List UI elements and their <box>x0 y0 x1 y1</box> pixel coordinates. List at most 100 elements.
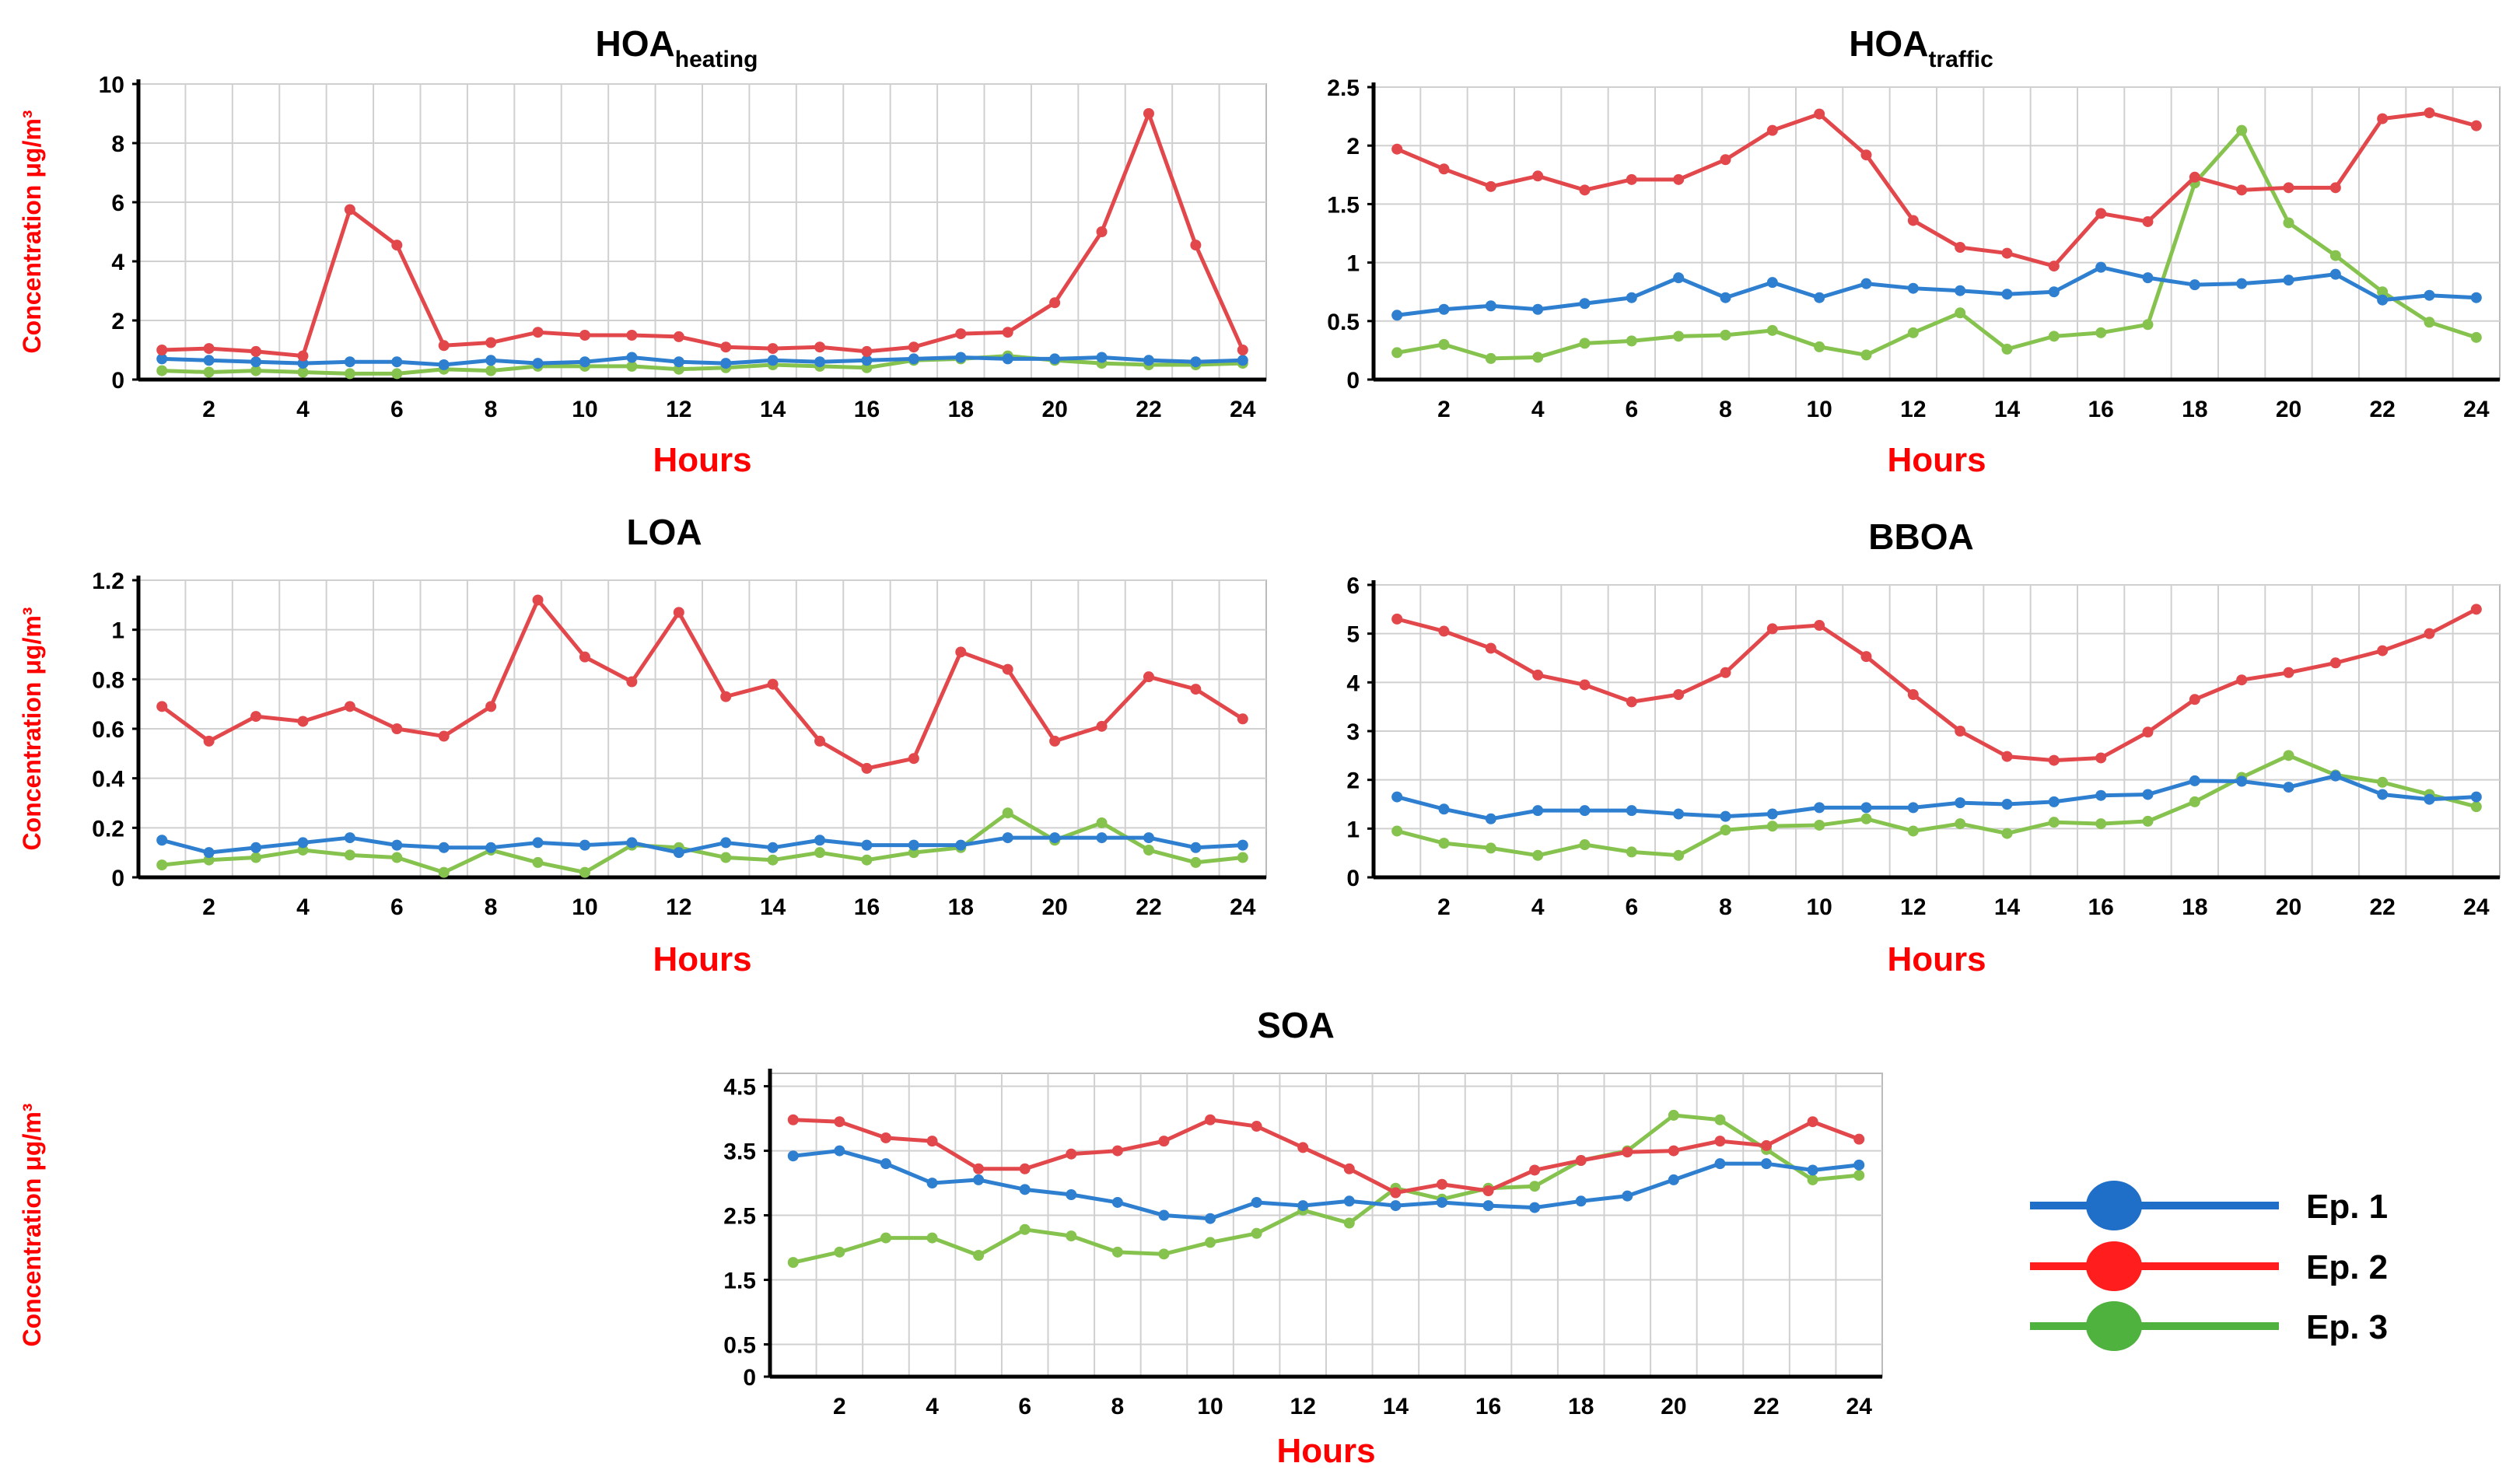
data-point <box>2048 796 2060 807</box>
data-point <box>1485 642 1496 654</box>
x-tick-label: 10 <box>1806 894 1832 920</box>
data-point <box>1066 1148 1077 1160</box>
data-point <box>2236 124 2248 136</box>
data-point <box>532 327 544 338</box>
data-point <box>1485 352 1496 364</box>
data-point <box>1579 839 1591 851</box>
data-point <box>908 753 919 765</box>
data-point <box>297 716 309 727</box>
data-point <box>2470 331 2482 343</box>
data-point <box>1391 347 1403 359</box>
data-point <box>1720 292 1731 303</box>
data-point <box>1143 832 1154 844</box>
data-point <box>1766 324 1778 336</box>
x-axis-label: Hours <box>653 940 751 978</box>
data-point <box>1626 292 1637 303</box>
data-point <box>834 1246 845 1258</box>
data-point <box>1907 215 1919 226</box>
data-point <box>2329 250 2341 261</box>
series-line <box>1396 607 2477 763</box>
data-point <box>250 365 262 376</box>
data-point <box>1860 651 1872 663</box>
series-ep2 <box>156 108 1248 362</box>
series-line <box>1396 110 2477 268</box>
x-tick-label: 2 <box>833 1394 846 1419</box>
data-point <box>1626 846 1637 858</box>
data-point <box>1205 1213 1216 1224</box>
data-point <box>1907 327 1919 338</box>
data-point <box>1579 338 1591 349</box>
data-point <box>1343 1217 1355 1229</box>
y-tick-label: 2.5 <box>1327 75 1360 101</box>
legend-label: Ep. 2 <box>2306 1248 2388 1286</box>
data-point <box>579 651 590 663</box>
data-point <box>1907 825 1919 837</box>
legend-entry: Ep. 3 <box>2030 1301 2388 1351</box>
y-tick-label: 8 <box>111 131 124 157</box>
chart-title-main: HOA <box>596 23 675 64</box>
data-point <box>2283 217 2294 229</box>
data-point <box>1237 839 1248 851</box>
data-point <box>2470 791 2482 803</box>
data-point <box>1111 1196 1123 1208</box>
data-point <box>203 355 215 366</box>
data-point <box>2048 261 2060 272</box>
data-point <box>1438 338 1450 350</box>
chart-title-sub: traffic <box>1928 47 1993 72</box>
data-point <box>1720 329 1731 341</box>
data-point <box>1049 353 1061 365</box>
y-tick-label: 0 <box>1346 866 1360 891</box>
y-tick-label: 0.4 <box>92 767 124 793</box>
data-point <box>438 866 450 878</box>
data-point <box>1391 825 1403 837</box>
data-point <box>1096 720 1108 732</box>
data-point <box>2424 289 2435 301</box>
data-point <box>1714 1114 1726 1125</box>
data-point <box>1482 1185 1494 1197</box>
data-point <box>2283 182 2294 194</box>
data-point <box>297 350 309 362</box>
data-point <box>720 358 732 369</box>
x-tick-label: 10 <box>572 894 597 920</box>
data-point <box>1579 184 1591 196</box>
data-point <box>1143 844 1154 856</box>
y-tick-label: 2 <box>111 309 124 334</box>
data-point <box>1019 1163 1031 1174</box>
data-point <box>1096 817 1108 828</box>
x-tick-label: 14 <box>760 397 786 422</box>
data-point <box>908 353 919 365</box>
data-point <box>1766 277 1778 289</box>
data-point <box>1066 1230 1077 1242</box>
x-tick-label: 20 <box>2276 397 2301 422</box>
data-point <box>1111 1145 1123 1157</box>
y-tick-label: 5 <box>1346 622 1360 648</box>
x-tick-label: 16 <box>2088 894 2113 920</box>
data-point <box>485 337 497 348</box>
data-point <box>1668 1145 1679 1157</box>
data-point <box>1391 791 1403 803</box>
data-point <box>1720 824 1731 836</box>
x-tick-label: 4 <box>1531 894 1545 920</box>
data-point <box>344 832 355 844</box>
data-point <box>297 366 309 378</box>
series-ep3 <box>1391 124 2482 364</box>
x-tick-label: 4 <box>1531 397 1545 422</box>
data-point <box>2377 776 2389 788</box>
data-point <box>1814 620 1825 632</box>
data-point <box>1529 1164 1541 1176</box>
data-point <box>955 646 967 658</box>
series-line <box>793 1118 1860 1195</box>
data-point <box>787 1150 799 1162</box>
data-point <box>880 1158 891 1170</box>
data-point <box>2189 775 2200 786</box>
data-point <box>2377 294 2389 306</box>
data-point <box>1814 292 1825 303</box>
data-point <box>720 852 732 863</box>
data-point <box>767 678 779 690</box>
series-line <box>160 597 1244 771</box>
data-point <box>880 1232 891 1244</box>
data-point <box>1391 613 1403 625</box>
data-point <box>861 839 873 851</box>
